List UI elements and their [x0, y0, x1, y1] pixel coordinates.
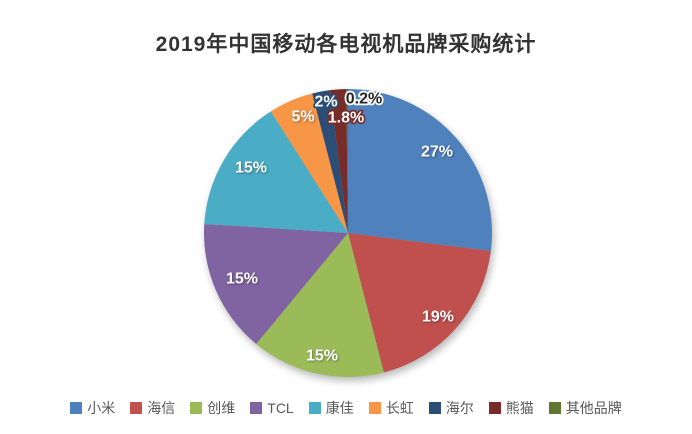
legend-swatch-icon	[368, 402, 381, 414]
pie-slice-熊猫[interactable]	[329, 89, 348, 233]
data-label-小米: 27%	[421, 144, 453, 161]
legend-label: 小米	[87, 400, 116, 416]
data-label-熊猫: 1.8%	[328, 110, 364, 127]
data-label-长虹: 5%	[291, 109, 314, 126]
legend-swatch-icon	[308, 402, 321, 414]
data-label-其他品牌: 0.2%	[346, 91, 382, 108]
legend-item-熊猫[interactable]: 熊猫	[488, 398, 534, 418]
legend-item-小米[interactable]: 小米	[70, 398, 115, 418]
data-label-康佳: 15%	[235, 160, 267, 177]
pie-slices	[203, 88, 492, 378]
pie-slice-创维[interactable]	[256, 233, 384, 378]
pie-slice-海信[interactable]	[348, 233, 491, 373]
pie-slice-海尔[interactable]	[312, 90, 348, 233]
legend: 小米 海信 创维 TCL 康佳 长虹 海尔 熊猫 其他品牌	[0, 398, 692, 418]
legend-label: TCL	[267, 400, 294, 416]
data-label-海尔: 2%	[314, 94, 337, 111]
pie-slice-TCL[interactable]	[203, 223, 348, 344]
legend-swatch-icon	[70, 402, 83, 414]
pie-slice-其他品牌[interactable]	[346, 88, 348, 233]
legend-label: 长虹	[385, 400, 414, 416]
legend-swatch-icon	[250, 402, 263, 414]
legend-item-康佳[interactable]: 康佳	[308, 398, 354, 418]
legend-label: 创维	[207, 400, 236, 416]
legend-label: 其他品牌	[565, 400, 622, 416]
pie-data-labels: 27% 19% 15% 15% 15% 5%2%1.8% 0.2%	[226, 89, 454, 365]
data-label-海信: 19%	[422, 309, 454, 326]
legend-swatch-icon	[548, 402, 561, 414]
chart-title: 2019年中国移动各电视机品牌采购统计	[155, 33, 537, 56]
legend-label: 熊猫	[505, 400, 534, 416]
legend-swatch-icon	[428, 402, 441, 414]
legend-item-创维[interactable]: 创维	[190, 398, 235, 418]
pie-slice-小米[interactable]	[348, 89, 492, 252]
legend-swatch-icon	[488, 402, 501, 414]
data-label-TCL: 15%	[226, 271, 258, 288]
legend-label: 海信	[147, 400, 176, 416]
legend-item-其他品牌[interactable]: 其他品牌	[548, 398, 622, 418]
pie-slice-长虹[interactable]	[270, 93, 348, 234]
legend-item-TCL[interactable]: TCL	[250, 400, 294, 416]
legend-item-海尔[interactable]: 海尔	[428, 398, 474, 418]
legend-label: 康佳	[325, 400, 354, 416]
pie-slice-康佳[interactable]	[204, 111, 348, 233]
legend-item-海信[interactable]: 海信	[130, 398, 175, 418]
legend-swatch-icon	[190, 402, 203, 414]
legend-label: 海尔	[445, 400, 474, 416]
data-label-创维: 15%	[306, 348, 338, 365]
legend-swatch-icon	[130, 402, 143, 414]
legend-item-长虹[interactable]: 长虹	[368, 398, 414, 418]
